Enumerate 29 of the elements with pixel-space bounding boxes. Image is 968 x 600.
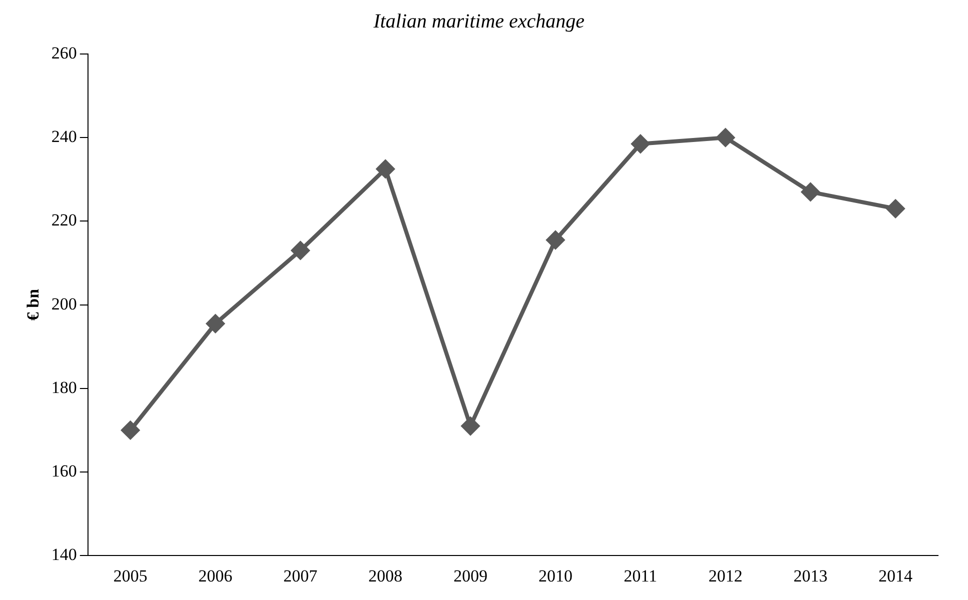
y-tick-label: 140	[51, 545, 77, 564]
point	[631, 134, 650, 153]
chart-title: Italian maritime exchange	[372, 10, 585, 32]
x-tick-label: 2009	[453, 566, 488, 586]
x-tick-label: 2012	[708, 566, 742, 586]
y-tick-label: 240	[51, 127, 77, 146]
point	[546, 231, 564, 250]
y-tick-label: 180	[51, 378, 77, 397]
x-tick-label: 2007	[283, 566, 318, 586]
y-tick-label: 220	[51, 210, 77, 230]
point	[886, 200, 904, 218]
y-tick-label: 160	[51, 461, 77, 480]
point	[206, 314, 224, 333]
x-tick-label: 2008	[368, 566, 402, 586]
point	[461, 417, 480, 436]
y-axis-title: € bn	[24, 288, 43, 321]
x-tick-label: 2011	[624, 566, 658, 586]
x-tick-label: 2006	[198, 566, 232, 586]
y-tick-label: 200	[51, 294, 77, 314]
point	[801, 182, 820, 201]
point	[121, 421, 140, 440]
x-tick-label: 2014	[878, 566, 913, 586]
point	[376, 160, 394, 178]
point	[716, 128, 734, 147]
x-tick-label: 2010	[538, 566, 572, 586]
y-tick-label: 260	[51, 43, 77, 62]
x-tick-label: 2013	[793, 566, 828, 586]
point	[291, 241, 310, 260]
x-tick-label: 2005	[113, 566, 148, 586]
